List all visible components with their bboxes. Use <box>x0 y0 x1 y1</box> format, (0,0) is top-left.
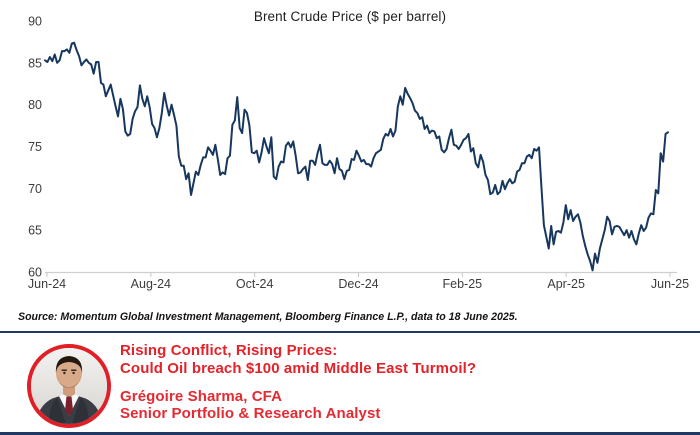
x-tick-label: Dec-24 <box>338 277 378 291</box>
headline-line-2: Could Oil breach $100 amid Middle East T… <box>120 359 477 377</box>
price-line <box>44 41 669 272</box>
author-photo <box>27 344 111 428</box>
bottom-border <box>0 432 700 435</box>
x-tick-label: Feb-25 <box>443 277 483 291</box>
divider-line <box>0 331 700 333</box>
x-tick-label: Apr-25 <box>547 277 585 291</box>
y-tick-label: 60 <box>28 266 42 280</box>
author-name: Grégoire Sharma, CFA <box>120 388 283 405</box>
source-note: Source: Momentum Global Investment Manag… <box>18 311 518 323</box>
y-tick-label: 90 <box>28 15 42 29</box>
y-tick-label: 75 <box>28 140 42 154</box>
brent-price-line-chart: Jun-24 Aug-24 Oct-24 Dec-24 Feb-25 Apr-25 Jun-… <box>28 15 689 292</box>
x-tick-label: Oct-24 <box>236 277 274 291</box>
headline-line-1: Rising Conflict, Rising Prices: <box>120 342 338 359</box>
y-tick-label: 65 <box>28 224 42 238</box>
person-avatar-icon <box>31 348 107 424</box>
headline: Rising Conflict, Rising Prices: Could Oi… <box>120 342 476 377</box>
y-tick-label: 70 <box>28 182 42 196</box>
author-role: Senior Portfolio & Research Analyst <box>120 404 381 422</box>
author-block: Grégoire Sharma, CFA Senior Portfolio & … <box>120 388 381 422</box>
y-tick-label: 85 <box>28 56 42 70</box>
author-banner: Rising Conflict, Rising Prices: Could Oi… <box>0 333 700 432</box>
x-tick-label: Jun-25 <box>651 277 689 291</box>
chart-title: Brent Crude Price ($ per barrel) <box>253 9 447 24</box>
y-tick-label: 80 <box>28 98 42 112</box>
x-tick-label: Jun-24 <box>28 277 66 291</box>
x-tick-label: Aug-24 <box>131 277 171 291</box>
